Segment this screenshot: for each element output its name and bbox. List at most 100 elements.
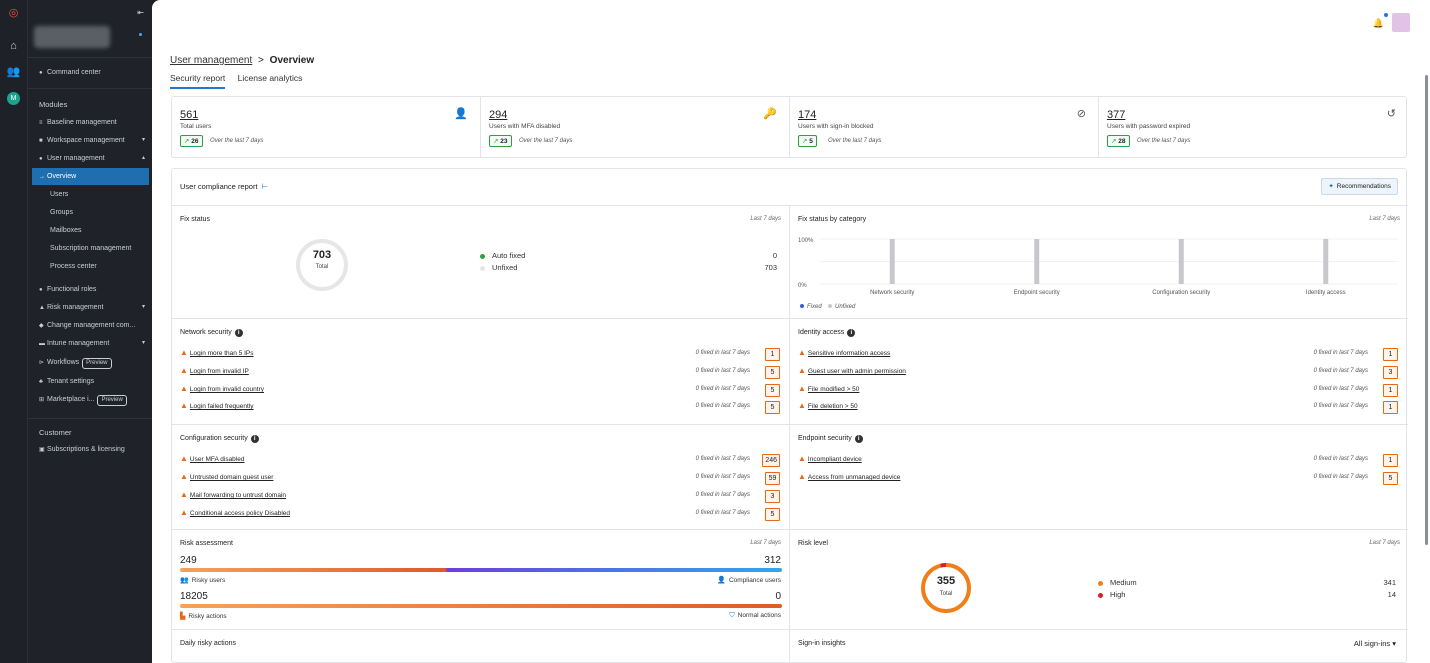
count-badge[interactable]: 5 [765, 401, 780, 414]
list-item[interactable]: ▲ File deletion > 50 0 fixed in last 7 day… [798, 401, 1398, 415]
hierarchy-icon[interactable]: ⊢ [261, 182, 269, 191]
count-badge[interactable]: 246 [762, 454, 780, 467]
list-item[interactable]: ▲ Mail forwarding to untrust domain 0 fixe… [180, 490, 780, 504]
issue-link[interactable]: Access from unmanaged device [807, 474, 901, 481]
sidebar-item-baseline[interactable]: ≡ Baseline management [28, 114, 153, 131]
info-icon[interactable]: i [234, 329, 243, 337]
recommendations-button[interactable]: ✦ Recommendations [1321, 178, 1398, 195]
count-badge[interactable]: 5 [765, 508, 780, 521]
stat-value[interactable]: 294 [489, 109, 508, 121]
sidebar-item-process-center[interactable]: Process center [28, 258, 153, 275]
warning-icon: ▲ [798, 401, 806, 410]
home-icon[interactable]: ⌂ [10, 40, 17, 52]
sidebar-item-overview[interactable]: → Overview [32, 168, 149, 185]
issue-link[interactable]: Untrusted domain guest user [189, 474, 274, 481]
compliance-users-value: 312 [764, 555, 781, 566]
avatar-icon[interactable]: M [7, 92, 20, 105]
sidebar-item-subscriptions[interactable]: ▣ Subscriptions & licensing [28, 441, 153, 458]
sidebar-item-workflows[interactable]: ⊳ Workflows Preview [28, 354, 153, 371]
stat-card[interactable]: 294 Users with MFA disabled ↗ 23 Over th… [481, 97, 790, 157]
issue-link[interactable]: File modified > 50 [807, 386, 860, 393]
chevron-down-icon: ▾ [141, 304, 145, 310]
sidebar-item-marketplace[interactable]: ⊞ Marketplace i... Preview [28, 391, 153, 408]
sidebar-item-change[interactable]: ◆ Change management com... [28, 317, 153, 334]
sidebar-item-risk[interactable]: ▲ Risk management ▾ [28, 299, 153, 316]
signin-filter-select[interactable]: All sign-ins ▾ [1354, 639, 1396, 648]
sidebar-item-mailboxes[interactable]: Mailboxes [28, 222, 153, 239]
sidebar-item-subscription[interactable]: Subscription management [28, 240, 153, 257]
count-badge[interactable]: 1 [1383, 454, 1398, 467]
sidebar-item-user-management[interactable]: ● User management ▴ [28, 150, 153, 167]
list-item[interactable]: ▲ Login failed frequently 0 fixed in last … [180, 401, 780, 415]
users-icon[interactable]: 👥 [6, 66, 21, 78]
stat-value[interactable]: 561 [180, 109, 199, 121]
bell-icon[interactable]: 🔔 [1373, 13, 1388, 29]
issue-link[interactable]: Guest user with admin permission [807, 368, 906, 375]
info-icon[interactable]: i [250, 435, 259, 443]
issue-link[interactable]: Login from invalid IP [189, 368, 249, 375]
tenant-name[interactable] [34, 26, 110, 48]
count-badge[interactable]: 5 [765, 366, 780, 379]
report-title-text: User compliance report [180, 182, 258, 191]
sidebar-item-tenant[interactable]: ♣ Tenant settings [28, 373, 153, 390]
stat-card[interactable]: 174 Users with sign-in blocked ↗ 5 Over … [790, 97, 1099, 157]
list-item[interactable]: ▲ User MFA disabled 0 fixed in last 7 days… [180, 454, 780, 468]
list-item[interactable]: ▲ File modified > 50 0 fixed in last 7 day… [798, 384, 1398, 398]
info-icon[interactable]: i [847, 329, 856, 337]
legend-swatch [800, 304, 804, 308]
sidebar-item-users[interactable]: Users [28, 186, 153, 203]
count-badge[interactable]: 1 [1383, 384, 1398, 397]
count-badge[interactable]: 5 [1383, 472, 1398, 485]
list-item[interactable]: ▲ Conditional access policy Disabled 0 fix… [180, 508, 780, 522]
count-badge[interactable]: 3 [1383, 366, 1398, 379]
issue-link[interactable]: Login more than 5 IPs [189, 350, 254, 357]
stat-card[interactable]: 561 Total users ↗ 26 Over the last 7 day… [172, 97, 481, 157]
issue-link[interactable]: Sensitive information access [807, 350, 891, 357]
count-badge[interactable]: 5 [765, 384, 780, 397]
scrollbar[interactable] [1425, 75, 1428, 545]
logo-icon[interactable]: ◎ [8, 7, 19, 19]
list-item[interactable]: ▲ Login from invalid IP 0 fixed in last 7 … [180, 366, 780, 380]
sidebar-item-workspace[interactable]: ■ Workspace management ▾ [28, 132, 153, 149]
issue-link[interactable]: Conditional access policy Disabled [189, 510, 291, 517]
info-icon[interactable]: i [854, 435, 863, 443]
tab-license-analytics[interactable]: License analytics [237, 73, 303, 83]
tenant-icon: ♣ [39, 379, 43, 385]
select-value: All sign-ins [1353, 639, 1391, 648]
count-badge[interactable]: 3 [765, 490, 780, 503]
count-badge[interactable]: 1 [1383, 348, 1398, 361]
list-item[interactable]: ▲ Access from unmanaged device 0 fixed in … [798, 472, 1398, 486]
roles-icon: ● [39, 287, 43, 293]
collapse-sidebar-icon[interactable]: ⇤ [137, 8, 144, 17]
list-item[interactable]: ▲ Login more than 5 IPs 0 fixed in last 7 … [180, 348, 780, 362]
list-item[interactable]: ▲ Guest user with admin permission 0 fixed… [798, 366, 1398, 380]
sidebar-item-functional-roles[interactable]: ● Functional roles [28, 281, 153, 298]
customer-heading: Customer [39, 428, 72, 437]
stat-value[interactable]: 377 [1107, 109, 1126, 121]
issue-link[interactable]: Incompliant device [807, 456, 862, 463]
issue-link[interactable]: Login from invalid country [189, 386, 264, 393]
count-badge[interactable]: 59 [765, 472, 780, 485]
stat-card[interactable]: 377 Users with password expired ↗ 28 Ove… [1099, 97, 1408, 157]
issue-link[interactable]: User MFA disabled [189, 456, 245, 463]
list-item[interactable]: ▲ Untrusted domain guest user 0 fixed in l… [180, 472, 780, 486]
issue-link[interactable]: Mail forwarding to untrust domain [189, 492, 287, 499]
list-item[interactable]: ▲ Sensitive information access 0 fixed in … [798, 348, 1398, 362]
sidebar-item-groups[interactable]: Groups [28, 204, 153, 221]
issue-link[interactable]: File deletion > 50 [807, 403, 858, 410]
fix-donut [296, 239, 348, 291]
sidebar-item-command-center[interactable]: ● Command center [28, 64, 153, 81]
dot-icon: ● [39, 70, 43, 76]
sidebar-item-label: Subscriptions & licensing [47, 446, 125, 453]
tab-security-report[interactable]: Security report [170, 73, 226, 89]
list-item[interactable]: ▲ Incompliant device 0 fixed in last 7 day… [798, 454, 1398, 468]
issue-link[interactable]: Login failed frequently [189, 403, 254, 410]
stat-value[interactable]: 174 [798, 109, 817, 121]
list-item[interactable]: ▲ Login from invalid country 0 fixed in la… [180, 384, 780, 398]
sidebar-item-intune[interactable]: ▬ Intune management ▾ [28, 335, 153, 352]
count-badge[interactable]: 1 [1383, 401, 1398, 414]
donut-total-label: Total [315, 264, 329, 270]
user-avatar[interactable] [1392, 13, 1410, 32]
breadcrumb-parent[interactable]: User management [170, 55, 253, 66]
count-badge[interactable]: 1 [765, 348, 780, 361]
